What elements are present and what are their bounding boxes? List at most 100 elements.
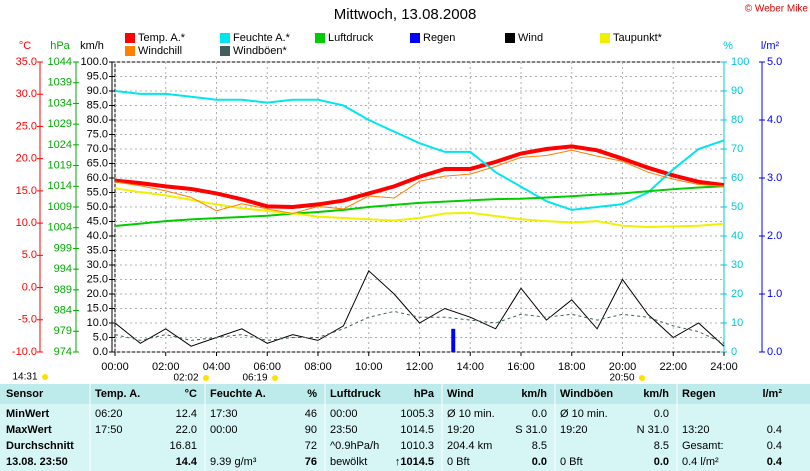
table-cell: ^0.9hPa/h xyxy=(330,440,379,452)
table-cell: 0.4 l/m² xyxy=(682,456,719,468)
table-cell: 12.4 xyxy=(176,408,197,420)
y-tick-label: 35.0 xyxy=(16,56,37,68)
table-cell: 76 xyxy=(305,456,317,468)
table-cell: 00:00 xyxy=(330,408,358,420)
x-tick-label: 12:00 xyxy=(406,361,434,373)
sun-icon xyxy=(639,375,645,381)
table-cell: Windböen xyxy=(560,388,613,400)
y-tick-label: 20.0 xyxy=(16,153,37,165)
series-line xyxy=(114,187,725,228)
table-cell: °C xyxy=(185,388,197,400)
table-cell: 72 xyxy=(305,440,317,452)
x-tick-label: 18:00 xyxy=(558,361,586,373)
axis-unit: l/m² xyxy=(761,40,780,52)
table-cell: MinWert xyxy=(6,408,50,420)
y-tick-label: 1019 xyxy=(48,159,72,171)
y-tick-label: 984 xyxy=(54,304,72,316)
y-tick-label: 80.0 xyxy=(87,114,108,126)
y-tick-label: 10.0 xyxy=(87,317,108,329)
sun-icon xyxy=(203,375,209,381)
table-cell: MaxWert xyxy=(6,424,52,436)
y-tick-label: 2.0 xyxy=(767,230,782,242)
legend-label: Windchill xyxy=(138,45,182,57)
y-tick-label: 4.0 xyxy=(767,114,782,126)
legend-label: Windböen* xyxy=(233,45,288,57)
y-tick-label: 30.0 xyxy=(16,88,37,100)
x-tick-label: 16:00 xyxy=(507,361,535,373)
axis-unit: km/h xyxy=(80,40,104,52)
table-cell: Temp. A. xyxy=(95,388,140,400)
y-tick-label: 80 xyxy=(731,114,743,126)
table-header-background xyxy=(0,384,810,404)
y-tick-label: 1044 xyxy=(48,56,72,68)
y-tick-label: 10.0 xyxy=(16,217,37,229)
y-tick-label: 1014 xyxy=(48,180,72,192)
y-tick-label: 30.0 xyxy=(87,259,108,271)
series-line xyxy=(114,90,725,211)
y-tick-label: 1024 xyxy=(48,139,72,151)
y-tick-label: 25.0 xyxy=(87,273,108,285)
y-tick-label: 50.0 xyxy=(87,201,108,213)
y-tick-label: 35.0 xyxy=(87,244,108,256)
y-tick-label: 60.0 xyxy=(87,172,108,184)
y-tick-label: 3.0 xyxy=(767,172,782,184)
sun-time: 06:19 xyxy=(242,373,267,384)
table-cell: Gesamt: xyxy=(682,440,724,452)
table-cell: Wind xyxy=(447,388,474,400)
x-tick-label: 06:00 xyxy=(253,361,281,373)
y-tick-label: 100 xyxy=(731,56,749,68)
x-tick-label: 14:00 xyxy=(456,361,484,373)
y-tick-label: 979 xyxy=(54,325,72,337)
y-tick-label: 20.0 xyxy=(87,288,108,300)
chart-title: Mittwoch, 13.08.2008 xyxy=(334,6,477,23)
table-cell: Sensor xyxy=(6,388,44,400)
legend-label: Taupunkt* xyxy=(613,32,663,44)
y-tick-label: 90.0 xyxy=(87,85,108,97)
y-tick-label: 994 xyxy=(54,263,72,275)
y-tick-label: -10.0 xyxy=(12,346,37,358)
legend-swatch xyxy=(125,46,135,56)
y-tick-label: 1039 xyxy=(48,77,72,89)
sun-time: 02:02 xyxy=(173,373,198,384)
table-cell: 0.0 xyxy=(654,408,669,420)
table-cell: ↑1014.5 xyxy=(395,456,434,468)
table-cell: 90 xyxy=(305,424,317,436)
table-cell: 13.08. 23:50 xyxy=(6,456,68,468)
legend-swatch xyxy=(125,33,135,43)
table-cell: 0.4 xyxy=(767,456,783,468)
y-tick-label: 1.0 xyxy=(767,288,782,300)
y-tick-label: 15.0 xyxy=(87,302,108,314)
table-cell: 1005.3 xyxy=(400,408,434,420)
table-cell: % xyxy=(307,388,317,400)
y-tick-label: 40.0 xyxy=(87,230,108,242)
table-cell: 0 Bft xyxy=(560,456,583,468)
table-cell: 1014.5 xyxy=(400,424,434,436)
table-cell: 13:20 xyxy=(682,424,710,436)
x-tick-label: 00:00 xyxy=(101,361,129,373)
table-cell: 14.4 xyxy=(176,456,198,468)
table-cell: 22.0 xyxy=(176,424,197,436)
table-cell: 0 Bft xyxy=(447,456,470,468)
y-tick-label: 40 xyxy=(731,230,743,242)
table-cell: 0.0 xyxy=(654,456,669,468)
y-tick-label: 974 xyxy=(54,346,72,358)
table-cell: 204.4 km xyxy=(447,440,492,452)
table-cell: km/h xyxy=(643,388,669,400)
axis-unit: °C xyxy=(19,40,31,52)
y-tick-label: 0 xyxy=(731,346,737,358)
table-cell: 8.5 xyxy=(532,440,547,452)
y-tick-label: 10 xyxy=(731,317,743,329)
y-tick-label: 30 xyxy=(731,259,743,271)
table-cell: 17:30 xyxy=(210,408,238,420)
legend-label: Wind xyxy=(518,32,543,44)
y-tick-label: 75.0 xyxy=(87,128,108,140)
x-tick-label: 08:00 xyxy=(304,361,332,373)
table-cell: 9.39 g/m³ xyxy=(210,456,257,468)
table-cell: N 31.0 xyxy=(637,424,669,436)
axis-unit: hPa xyxy=(50,40,70,52)
y-tick-label: 5.0 xyxy=(22,249,37,261)
rain-bar xyxy=(451,328,456,352)
legend-label: Temp. A.* xyxy=(138,32,186,44)
legend-swatch xyxy=(410,33,420,43)
